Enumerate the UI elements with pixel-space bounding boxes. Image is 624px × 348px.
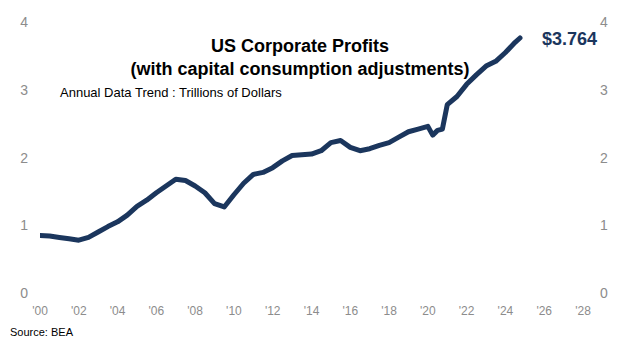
x-tick-label: '06 xyxy=(149,304,165,318)
source: Source: BEA xyxy=(10,326,74,338)
y2-tick-label: 3 xyxy=(600,82,608,98)
x-tick-label: '04 xyxy=(110,304,126,318)
y2-tick-label: 2 xyxy=(600,150,608,166)
title: US Corporate Profits xyxy=(211,36,389,56)
x-tick-label: '28 xyxy=(575,304,591,318)
axis-label: Annual Data Trend : Trillions of Dollars xyxy=(60,85,282,100)
x-tick-label: '10 xyxy=(226,304,242,318)
plot-area xyxy=(40,38,520,240)
x-tick-label: '22 xyxy=(459,304,475,318)
y-tick-label: 1 xyxy=(20,217,28,233)
y-tick-label: 2 xyxy=(20,150,28,166)
x-tick-label: '14 xyxy=(304,304,320,318)
y-tick-label: 3 xyxy=(20,82,28,98)
data-label: $3.764 xyxy=(542,29,597,49)
x-tick-label: '02 xyxy=(71,304,87,318)
y2-tick-label: 0 xyxy=(600,285,608,301)
x-tick-label: '26 xyxy=(536,304,552,318)
chart: US Corporate Profits (with capital consum… xyxy=(0,0,624,348)
x-tick-label: '16 xyxy=(342,304,358,318)
x-tick-label: '00 xyxy=(32,304,48,318)
x-tick-label: '12 xyxy=(265,304,281,318)
x-tick-label: '18 xyxy=(381,304,397,318)
line xyxy=(40,38,520,240)
x-tick-label: '20 xyxy=(420,304,436,318)
y2-tick-label: 4 xyxy=(600,14,608,30)
y2-tick-label: 1 xyxy=(600,217,608,233)
y-tick-label: 0 xyxy=(20,285,28,301)
subtitle: (with capital consumption adjustments) xyxy=(130,59,469,79)
x-tick-label: '08 xyxy=(187,304,203,318)
x-tick-label: '24 xyxy=(498,304,514,318)
y-tick-label: 4 xyxy=(20,14,28,30)
